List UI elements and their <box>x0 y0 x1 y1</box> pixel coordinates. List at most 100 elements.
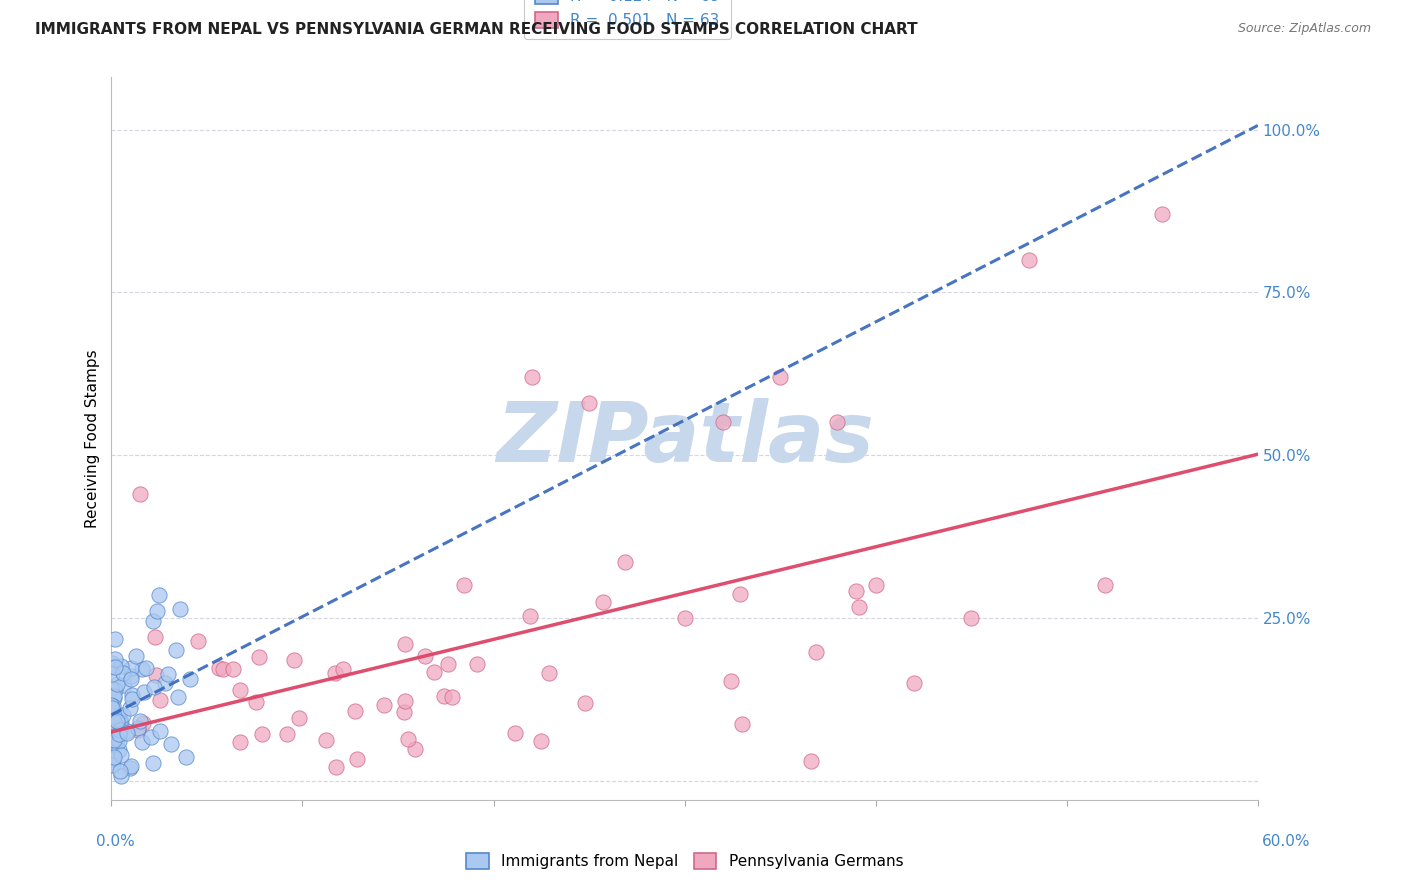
Point <box>108 743 131 757</box>
Point <box>614 555 637 569</box>
Point <box>212 663 235 677</box>
Point <box>142 756 165 771</box>
Point <box>720 674 742 689</box>
Point <box>115 726 138 740</box>
Point <box>101 752 124 766</box>
Text: ZIPatlas: ZIPatlas <box>496 398 873 479</box>
Point <box>110 723 132 737</box>
Point <box>131 662 153 676</box>
Point <box>165 642 187 657</box>
Point <box>120 759 142 773</box>
Text: Source: ZipAtlas.com: Source: ZipAtlas.com <box>1237 22 1371 36</box>
Point <box>101 698 124 713</box>
Point <box>247 650 270 665</box>
Point <box>288 711 311 725</box>
Point <box>129 487 152 501</box>
Point <box>394 637 416 651</box>
Point <box>120 761 142 775</box>
Legend: Immigrants from Nepal, Pennsylvania Germans: Immigrants from Nepal, Pennsylvania Germ… <box>460 847 910 876</box>
Point <box>101 667 124 681</box>
Point <box>436 657 458 671</box>
Point <box>149 692 172 706</box>
Point <box>121 692 143 706</box>
Point <box>503 725 526 739</box>
Point <box>520 370 543 384</box>
Point <box>323 665 346 680</box>
Point <box>800 754 823 768</box>
Point <box>325 759 347 773</box>
Point <box>100 681 122 695</box>
Point <box>115 723 138 738</box>
Point <box>143 631 166 645</box>
Point <box>169 602 191 616</box>
Point <box>730 587 752 601</box>
Point <box>453 577 475 591</box>
Point <box>465 657 488 672</box>
Point <box>578 396 600 410</box>
Point <box>101 731 124 746</box>
Text: IMMIGRANTS FROM NEPAL VS PENNSYLVANIA GERMAN RECEIVING FOOD STAMPS CORRELATION C: IMMIGRANTS FROM NEPAL VS PENNSYLVANIA GE… <box>35 22 918 37</box>
Point <box>519 609 541 624</box>
Point <box>160 737 183 751</box>
Point <box>156 667 179 681</box>
Point <box>167 690 190 705</box>
Point <box>806 645 828 659</box>
Point <box>110 659 132 673</box>
Point <box>110 715 132 730</box>
Point <box>276 727 298 741</box>
Point <box>120 661 142 675</box>
Point <box>373 698 395 713</box>
Point <box>711 416 734 430</box>
Point <box>132 684 155 698</box>
Point <box>118 701 141 715</box>
Point <box>139 730 162 744</box>
Point <box>104 683 127 698</box>
Text: 0.0%: 0.0% <box>96 834 135 848</box>
Point <box>404 742 426 756</box>
Point <box>103 708 125 723</box>
Point <box>131 735 153 749</box>
Point <box>415 649 437 664</box>
Point <box>101 659 124 673</box>
Point <box>1152 207 1174 221</box>
Point <box>110 769 132 783</box>
Point <box>103 714 125 729</box>
Point <box>121 688 143 702</box>
Point <box>110 748 132 763</box>
Point <box>108 734 131 748</box>
Point <box>848 600 870 615</box>
Point <box>112 666 135 681</box>
Point <box>112 678 135 692</box>
Point <box>174 750 197 764</box>
Point <box>146 604 169 618</box>
Point <box>112 708 135 723</box>
Point <box>346 752 368 766</box>
Point <box>100 698 122 712</box>
Point <box>592 595 614 609</box>
Point <box>120 672 142 686</box>
Point <box>148 588 170 602</box>
Point <box>423 665 446 680</box>
Point <box>105 714 128 728</box>
Point <box>105 732 128 747</box>
Point <box>125 649 148 664</box>
Point <box>845 584 868 599</box>
Point <box>827 416 849 430</box>
Point <box>250 727 273 741</box>
Point <box>127 723 149 738</box>
Point <box>103 689 125 703</box>
Point <box>245 695 267 709</box>
Point <box>128 714 150 728</box>
Point <box>104 632 127 647</box>
Point <box>120 669 142 683</box>
Point <box>101 701 124 715</box>
Point <box>332 662 354 676</box>
Point <box>132 715 155 730</box>
Point <box>344 704 367 718</box>
Point <box>530 733 553 747</box>
Point <box>108 764 131 778</box>
Text: 60.0%: 60.0% <box>1263 834 1310 848</box>
Point <box>108 707 131 722</box>
Point <box>673 611 696 625</box>
Point <box>187 633 209 648</box>
